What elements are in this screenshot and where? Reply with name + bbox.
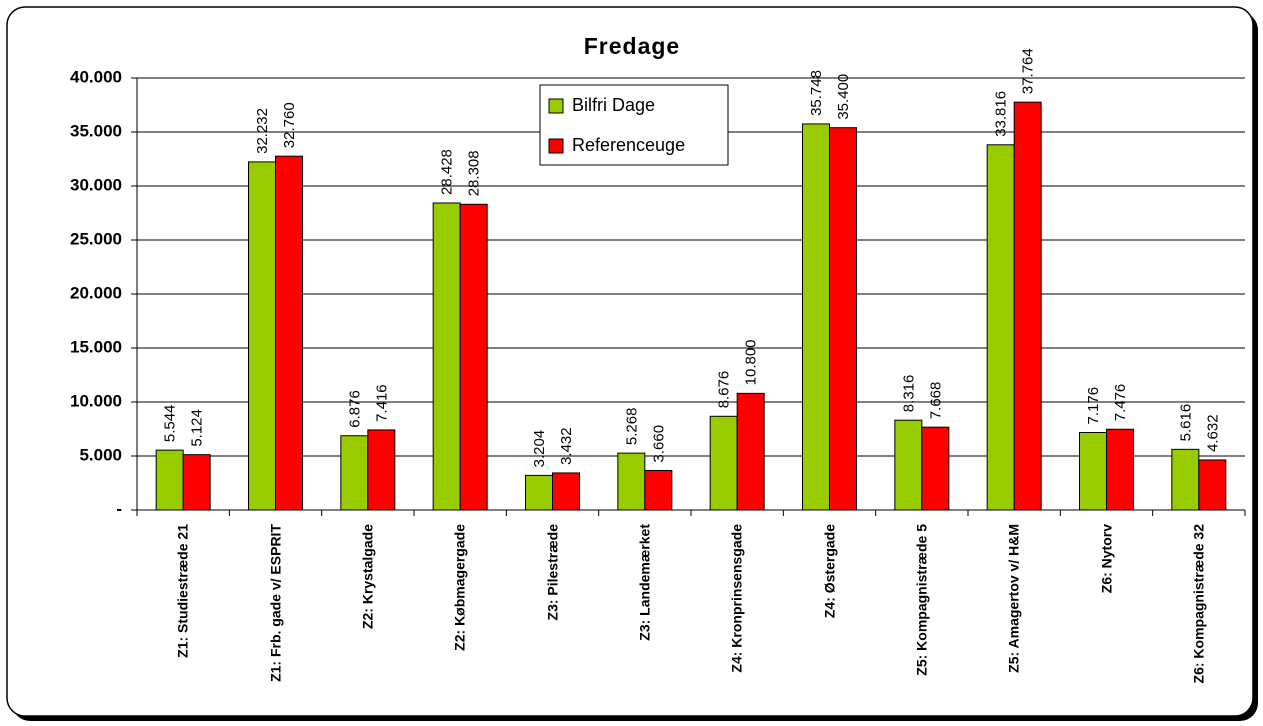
bar [617, 452, 646, 511]
x-tick-label: Z3: Pilestræde [544, 524, 560, 621]
value-label: 7.476 [1112, 384, 1129, 422]
value-label: 5.616 [1177, 404, 1194, 442]
value-label: 32.232 [254, 108, 271, 154]
x-tick-label: Z2: Krystalgade [359, 524, 376, 630]
bar [432, 202, 461, 511]
legend-label: Bilfri Dage [572, 95, 655, 115]
legend-box [539, 84, 729, 166]
bar [459, 203, 488, 511]
bar [1171, 448, 1200, 511]
value-label: 37.764 [1020, 48, 1037, 94]
chart-title: Fredage [584, 33, 680, 59]
value-label: 5.544 [162, 405, 179, 443]
y-tick-label: 20.000 [70, 283, 122, 302]
bar [367, 429, 396, 511]
value-label: 35.400 [835, 74, 852, 120]
bar [1198, 459, 1227, 511]
y-tick-label: 35.000 [70, 121, 122, 140]
bar [1079, 431, 1107, 511]
value-label: 33.816 [993, 91, 1010, 137]
value-label: 3.204 [531, 430, 548, 468]
bar [894, 419, 923, 511]
legend-swatch [548, 98, 564, 114]
bar [525, 474, 553, 511]
value-label: 10.800 [743, 339, 760, 385]
bar [921, 426, 950, 511]
y-tick-label: 10.000 [70, 391, 122, 410]
bar [248, 161, 276, 511]
x-tick-label: Z1: Studiestræde 21 [174, 524, 191, 658]
value-label: 5.268 [623, 408, 640, 446]
x-tick-label: Z6: Nytorv [1098, 524, 1114, 594]
value-label: 28.428 [439, 149, 456, 195]
value-label: 3.432 [558, 427, 575, 465]
x-tick-label: Z1: Frb. gade v/ ESPRIT [267, 524, 283, 682]
value-label: 28.308 [466, 150, 483, 196]
value-label: 35.748 [808, 70, 825, 116]
x-tick-label: Z5: Kompagnistræde 5 [913, 524, 930, 676]
bar [1013, 101, 1042, 511]
x-tick-label: Z5: Amagertov v/ H&M [1005, 524, 1022, 673]
value-label: 3.660 [650, 425, 667, 463]
bar [182, 454, 211, 511]
value-label: 32.760 [281, 102, 298, 148]
bar [155, 449, 184, 511]
y-tick-label: 15.000 [70, 337, 122, 356]
x-tick-label: Z2: Købmagergade [451, 524, 468, 651]
x-tick-label: Z6: Kompagnistræde 32 [1190, 524, 1207, 684]
bar [829, 127, 857, 511]
bar [275, 155, 303, 511]
value-label: 8.316 [900, 375, 917, 413]
value-label: 6.876 [346, 390, 363, 428]
y-tick-label: 40.000 [70, 67, 122, 86]
frame [6, 6, 1254, 717]
y-tick-label: 5.000 [79, 445, 122, 464]
bar [340, 435, 369, 511]
bar [644, 469, 673, 511]
value-label: 7.668 [927, 382, 944, 420]
x-tick-label: Z4: Østergade [821, 524, 837, 619]
value-label: 7.176 [1085, 387, 1102, 425]
value-label: 5.124 [189, 409, 206, 447]
x-tick-label: Z4: Kronprinsensgade [728, 524, 745, 673]
value-label: 8.676 [716, 371, 733, 409]
bar [552, 472, 580, 511]
value-label: 4.632 [1204, 414, 1221, 452]
bar [802, 123, 830, 511]
bar [736, 392, 765, 511]
legend-label: Referenceuge [572, 135, 685, 155]
value-label: 7.416 [373, 384, 390, 422]
bar [1106, 428, 1134, 511]
bar [986, 144, 1015, 511]
y-tick-label: 30.000 [70, 175, 122, 194]
y-tick-label: 25.000 [70, 229, 122, 248]
legend-swatch [548, 138, 564, 154]
y-tick-label: - [116, 499, 122, 518]
bar [709, 415, 738, 511]
x-tick-label: Z3: Landemærket [636, 524, 653, 641]
